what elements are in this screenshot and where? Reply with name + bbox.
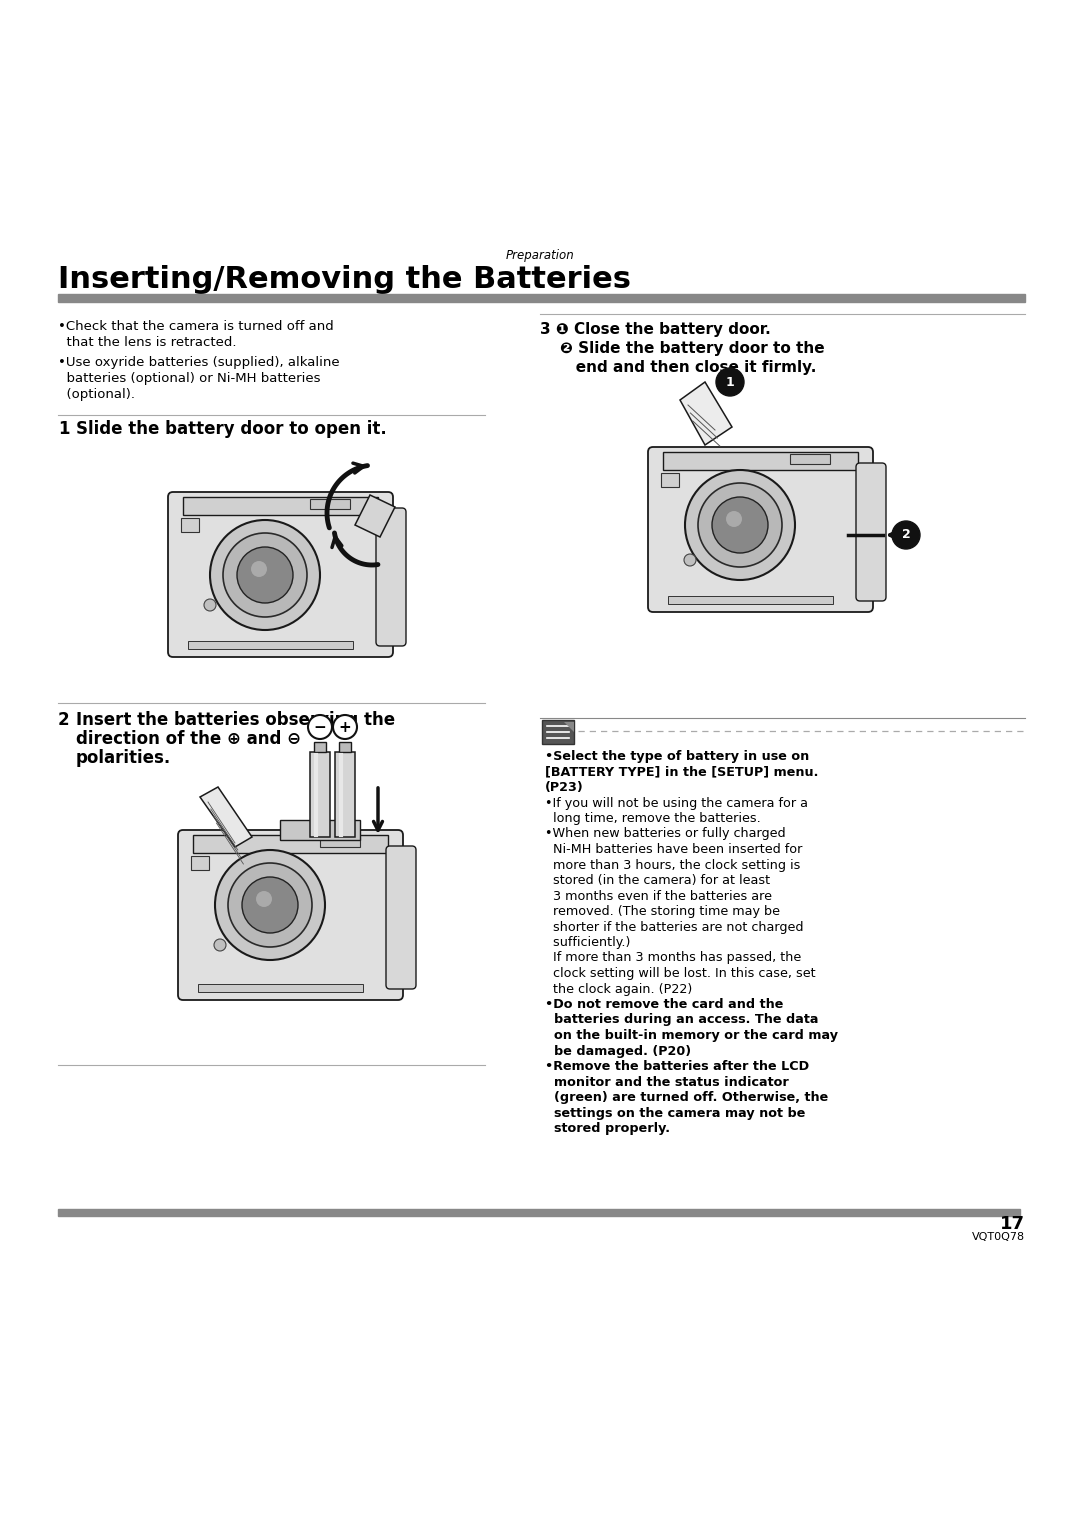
Text: If more than 3 months has passed, the: If more than 3 months has passed, the [545, 952, 801, 964]
Bar [191, 856, 210, 870]
FancyBboxPatch shape [856, 462, 886, 601]
Circle shape [215, 850, 325, 960]
Bar [310, 752, 330, 836]
Text: removed. (The storing time may be: removed. (The storing time may be [545, 905, 780, 919]
Text: 1: 1 [58, 420, 69, 438]
Text: −: − [313, 719, 326, 734]
Text: (P23): (P23) [545, 781, 584, 794]
FancyBboxPatch shape [648, 447, 873, 612]
Circle shape [204, 600, 216, 610]
Text: batteries (optional) or Ni-MH batteries: batteries (optional) or Ni-MH batteries [58, 372, 321, 385]
Text: ❷ Slide the battery door to the: ❷ Slide the battery door to the [561, 340, 825, 356]
Text: (optional).: (optional). [58, 388, 135, 401]
Circle shape [712, 497, 768, 552]
Circle shape [242, 877, 298, 932]
Bar [669, 597, 833, 604]
Polygon shape [564, 722, 573, 732]
Text: direction of the ⊕ and ⊖: direction of the ⊕ and ⊖ [76, 729, 301, 748]
FancyBboxPatch shape [168, 491, 393, 658]
Text: monitor and the status indicator: monitor and the status indicator [545, 1076, 788, 1088]
Circle shape [892, 520, 920, 549]
Circle shape [308, 716, 332, 739]
Bar [181, 517, 199, 533]
Bar [58, 1209, 1020, 1216]
Bar [58, 295, 1025, 302]
Text: •When new batteries or fully charged: •When new batteries or fully charged [545, 827, 785, 841]
Text: on the built-in memory or the card may: on the built-in memory or the card may [545, 1029, 838, 1042]
Text: 2: 2 [58, 711, 69, 729]
Text: stored properly.: stored properly. [545, 1122, 670, 1135]
Text: VQT0Q78: VQT0Q78 [972, 1231, 1025, 1242]
Text: (green) are turned off. Otherwise, the: (green) are turned off. Otherwise, the [545, 1091, 828, 1103]
Circle shape [210, 520, 320, 630]
Text: that the lens is retracted.: that the lens is retracted. [58, 336, 237, 349]
Text: batteries during an access. The data: batteries during an access. The data [545, 1013, 819, 1027]
Circle shape [251, 562, 267, 577]
Bar [183, 497, 378, 514]
Text: 2: 2 [902, 528, 910, 542]
Text: end and then close it firmly.: end and then close it firmly. [561, 360, 816, 375]
Circle shape [222, 533, 307, 617]
Text: 1: 1 [726, 375, 734, 389]
Text: Slide the battery door to open it.: Slide the battery door to open it. [76, 420, 387, 438]
Text: long time, remove the batteries.: long time, remove the batteries. [545, 812, 760, 826]
Bar [280, 819, 360, 839]
Bar [335, 752, 355, 836]
Bar [663, 452, 858, 470]
Circle shape [698, 484, 782, 568]
Circle shape [726, 511, 742, 526]
Text: more than 3 hours, the clock setting is: more than 3 hours, the clock setting is [545, 859, 800, 871]
Text: polarities.: polarities. [76, 749, 172, 768]
Text: shorter if the batteries are not charged: shorter if the batteries are not charged [545, 920, 804, 934]
FancyBboxPatch shape [178, 830, 403, 1000]
Text: 3 ❶ Close the battery door.: 3 ❶ Close the battery door. [540, 322, 771, 337]
Bar [314, 742, 326, 752]
Text: sufficiently.): sufficiently.) [545, 935, 631, 949]
Circle shape [214, 938, 226, 951]
Text: 17: 17 [1000, 1215, 1025, 1233]
Text: •Use oxyride batteries (supplied), alkaline: •Use oxyride batteries (supplied), alkal… [58, 356, 339, 369]
Bar [310, 499, 350, 510]
Circle shape [228, 864, 312, 948]
Bar [198, 984, 363, 992]
Text: +: + [339, 719, 351, 734]
Circle shape [237, 546, 293, 603]
Text: stored (in the camera) for at least: stored (in the camera) for at least [545, 874, 770, 887]
Text: •If you will not be using the camera for a: •If you will not be using the camera for… [545, 797, 808, 809]
Text: be damaged. (P20): be damaged. (P20) [545, 1044, 691, 1058]
Text: clock setting will be lost. In this case, set: clock setting will be lost. In this case… [545, 967, 815, 980]
Text: •Select the type of battery in use on: •Select the type of battery in use on [545, 749, 809, 763]
Text: settings on the camera may not be: settings on the camera may not be [545, 1106, 806, 1120]
FancyBboxPatch shape [542, 720, 573, 745]
Text: •Do not remove the card and the: •Do not remove the card and the [545, 998, 783, 1012]
Text: Inserting/Removing the Batteries: Inserting/Removing the Batteries [58, 266, 631, 295]
Text: Insert the batteries observing the: Insert the batteries observing the [76, 711, 395, 729]
Bar [188, 641, 353, 649]
Bar [339, 742, 351, 752]
Circle shape [716, 368, 744, 397]
Bar [789, 455, 831, 464]
FancyBboxPatch shape [376, 508, 406, 645]
Text: [BATTERY TYPE] in the [SETUP] menu.: [BATTERY TYPE] in the [SETUP] menu. [545, 766, 819, 778]
Polygon shape [355, 494, 395, 537]
Bar [320, 836, 360, 847]
Circle shape [685, 470, 795, 580]
Circle shape [333, 716, 357, 739]
Circle shape [684, 554, 696, 566]
Text: the clock again. (P22): the clock again. (P22) [545, 983, 692, 995]
Bar [661, 473, 679, 487]
Text: •Remove the batteries after the LCD: •Remove the batteries after the LCD [545, 1061, 809, 1073]
Text: Preparation: Preparation [505, 249, 575, 262]
Circle shape [256, 891, 272, 906]
Polygon shape [680, 382, 732, 446]
Bar [193, 835, 388, 853]
FancyBboxPatch shape [386, 845, 416, 989]
Polygon shape [200, 787, 252, 847]
Text: 3 months even if the batteries are: 3 months even if the batteries are [545, 890, 772, 902]
Text: •Check that the camera is turned off and: •Check that the camera is turned off and [58, 320, 334, 333]
Text: Ni-MH batteries have been inserted for: Ni-MH batteries have been inserted for [545, 842, 802, 856]
